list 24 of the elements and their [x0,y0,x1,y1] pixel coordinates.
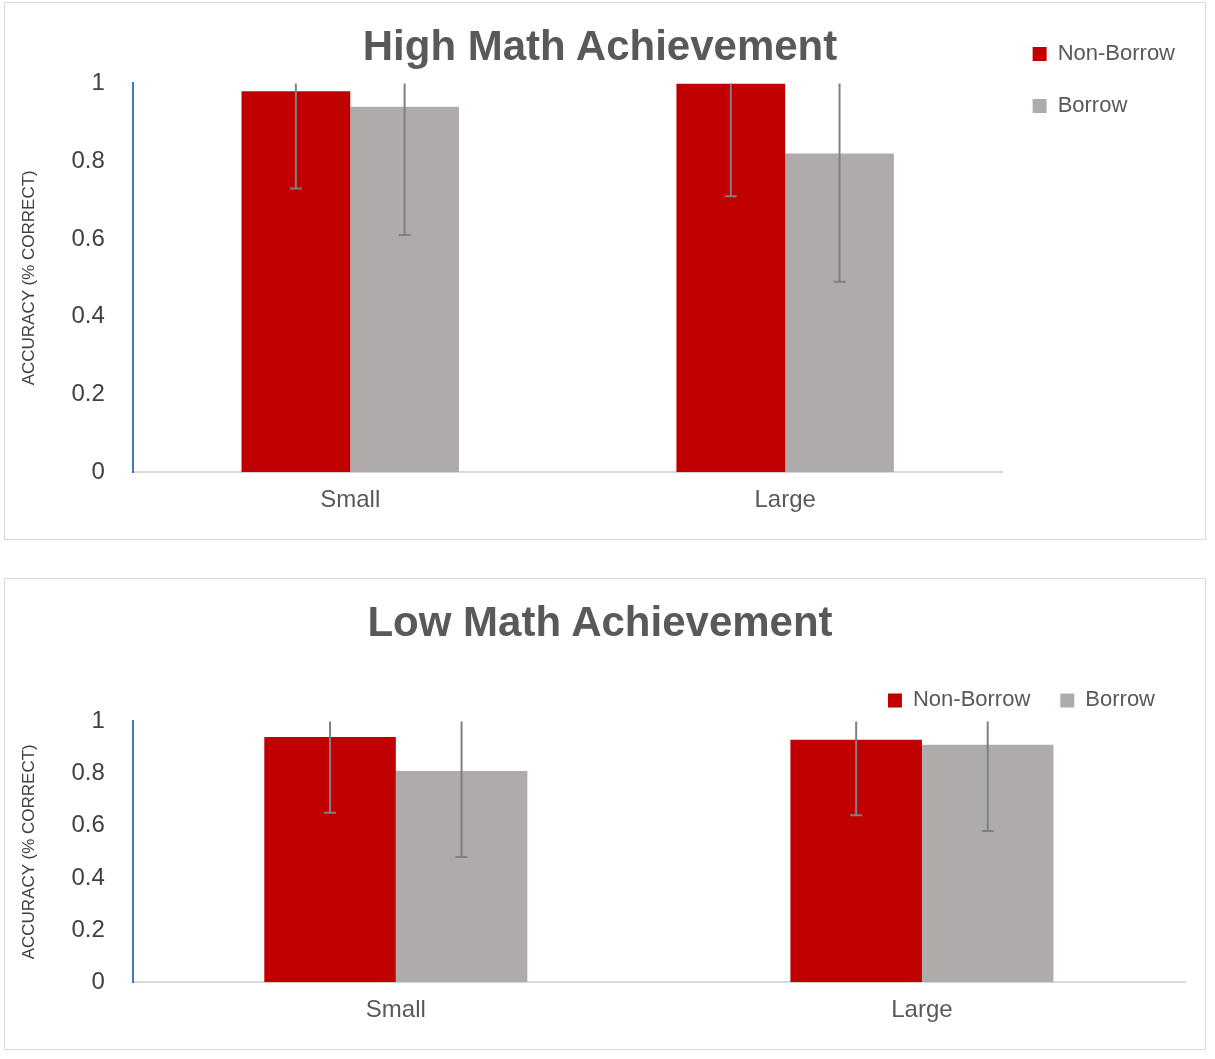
y-axis-title: ACCURACY (% CORRECT) [18,170,38,386]
y-tick-label: 0.8 [71,145,105,173]
y-tick-label: 0.6 [71,810,105,838]
y-tick-label: 0.8 [71,758,105,786]
legend-label: Non-Borrow [912,686,1031,712]
chart-title: High Math Achievement [362,21,838,69]
x-tick-label: Small [365,995,426,1023]
y-tick-label: 0 [91,966,105,994]
x-tick-label: Small [320,485,381,513]
y-tick-label: 0 [91,456,105,484]
legend-label: Borrow [1057,92,1128,118]
chart-title: Low Math Achievement [367,597,833,645]
y-tick-label: 1 [91,706,105,734]
y-tick-label: 0.4 [71,301,105,329]
legend-label: Non-Borrow [1057,40,1176,66]
x-tick-label: Large [891,995,953,1023]
y-tick-label: 0.4 [71,862,105,890]
y-tick-label: 1 [91,68,105,96]
y-tick-label: 0.6 [71,223,105,251]
y-tick-label: 0.2 [71,379,105,407]
y-tick-label: 0.2 [71,914,105,942]
y-axis-title: ACCURACY (% CORRECT) [18,744,38,960]
legend-label: Borrow [1085,686,1156,712]
x-tick-label: Large [754,485,816,513]
